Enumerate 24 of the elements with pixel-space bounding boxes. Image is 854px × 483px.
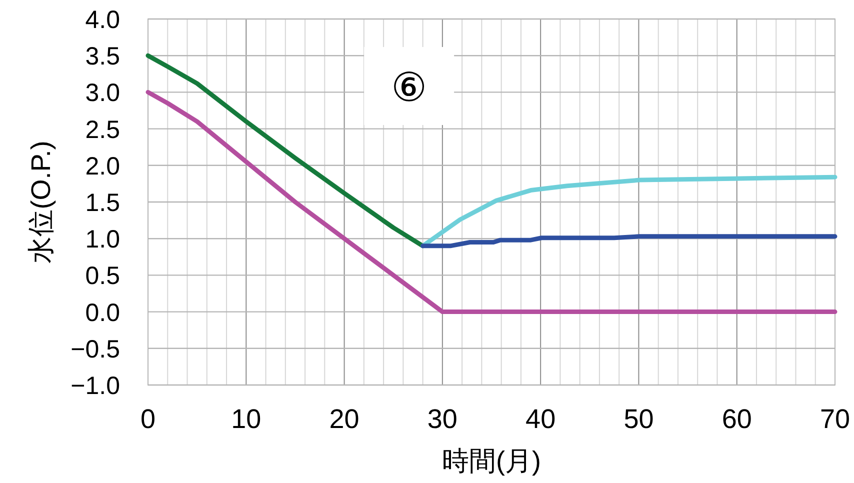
x-tick-label: 50 <box>624 404 654 434</box>
x-tick-label: 70 <box>820 404 850 434</box>
y-tick-label: 3.0 <box>85 79 120 108</box>
x-tick-label: 10 <box>231 404 262 434</box>
line-series <box>146 53 426 248</box>
x-tick-label: 60 <box>722 404 752 434</box>
annotation: ⑥ <box>391 66 427 110</box>
x-tick-label: 30 <box>427 404 458 434</box>
x-tick-label: 40 <box>526 404 556 434</box>
x-tick-label: 20 <box>329 404 360 434</box>
x-axis-title: 時間(月) <box>442 446 541 476</box>
y-axis-title: 水位(O.P.) <box>26 140 56 264</box>
y-tick-label: 4.0 <box>85 6 120 34</box>
y-tick-label: 0.0 <box>85 298 120 327</box>
y-tick-label: 1.0 <box>85 226 120 254</box>
y-tick-label: 1.5 <box>85 189 120 217</box>
y-tick-label: 2.5 <box>85 116 120 144</box>
y-tick-label: −1.0 <box>70 372 120 400</box>
x-tick-label: 0 <box>140 404 156 434</box>
y-tick-label: 3.5 <box>85 42 120 71</box>
y-tick-label: 0.5 <box>85 262 120 290</box>
line-series <box>420 234 838 248</box>
y-tick-label: −0.5 <box>70 335 120 364</box>
y-tick-label: 2.0 <box>85 152 120 180</box>
